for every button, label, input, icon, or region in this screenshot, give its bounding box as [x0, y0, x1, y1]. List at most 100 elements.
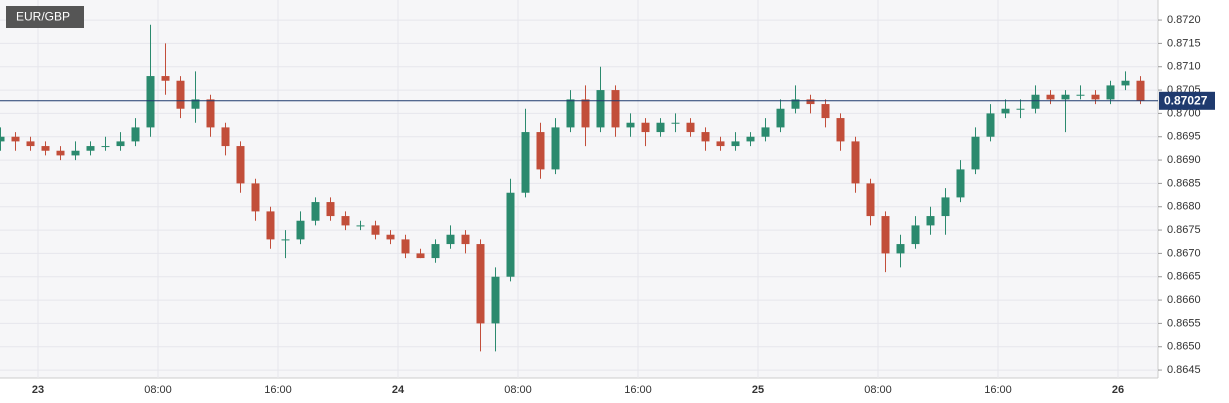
candle-body	[791, 99, 800, 109]
candle-body	[671, 122, 680, 124]
candle-body	[1121, 80, 1130, 86]
candle-body	[161, 76, 170, 81]
y-tick-label: 0.8650	[1167, 341, 1201, 353]
y-tick-label: 0.8675	[1167, 224, 1201, 236]
candle-body	[521, 132, 530, 193]
candle-body	[746, 136, 755, 142]
candle-body	[551, 127, 560, 170]
candle-body	[131, 127, 140, 142]
candle-body	[146, 76, 155, 128]
candle-body	[731, 141, 740, 147]
candle-body	[1091, 94, 1100, 100]
candle-body	[836, 118, 845, 142]
candle-body	[1046, 94, 1055, 100]
x-tick-label: 24	[392, 384, 405, 396]
y-tick-label: 0.8680	[1167, 201, 1201, 213]
candle-body	[266, 211, 275, 240]
x-tick-label: 26	[1112, 384, 1124, 396]
candle-body	[191, 99, 200, 109]
candle-body	[236, 146, 245, 184]
y-tick-label: 0.8700	[1167, 107, 1201, 119]
candle-body	[461, 234, 470, 245]
candle-body	[206, 99, 215, 128]
candle-body	[1136, 80, 1145, 101]
candle-body	[71, 150, 80, 156]
y-tick-label: 0.8685	[1167, 177, 1201, 189]
plot-area	[0, 0, 1158, 378]
candle-body	[431, 244, 440, 259]
symbol-title: EUR/GBP	[16, 10, 70, 24]
candle-body	[881, 216, 890, 254]
candle-body	[41, 146, 50, 151]
y-tick-label: 0.8715	[1167, 37, 1201, 49]
candle-body	[386, 234, 395, 240]
candle-body	[641, 122, 650, 133]
candle-body	[0, 136, 5, 142]
candle-body	[701, 132, 710, 142]
marks	[0, 0, 1158, 378]
y-tick-label: 0.8665	[1167, 271, 1201, 283]
candle-body	[281, 239, 290, 241]
candle-body	[851, 141, 860, 184]
x-tick-label: 16:00	[264, 384, 292, 396]
candle-body	[11, 136, 20, 142]
candle-body	[446, 234, 455, 245]
candle-body	[116, 141, 125, 147]
candle-body	[1001, 108, 1010, 114]
candle-body	[971, 136, 980, 170]
candle-body	[1076, 94, 1085, 96]
candle-body	[26, 141, 35, 147]
candle-body	[491, 276, 500, 324]
candle-body	[986, 113, 995, 137]
candle-body	[176, 80, 185, 109]
candle-body	[341, 216, 350, 226]
candle-body	[371, 225, 380, 235]
candle-body	[761, 127, 770, 137]
x-tick-label: 08:00	[864, 384, 892, 396]
candle-body	[626, 122, 635, 128]
y-tick-label: 0.8710	[1167, 61, 1201, 73]
last-price-box	[1159, 91, 1215, 110]
y-tick-label: 0.8720	[1167, 14, 1201, 26]
candle-body	[56, 150, 65, 156]
candle-body	[251, 183, 260, 212]
symbol-box	[6, 6, 84, 28]
candle-body	[716, 141, 725, 147]
y-tick-label: 0.8655	[1167, 317, 1201, 329]
candle-body	[611, 90, 620, 128]
candle-body	[401, 239, 410, 254]
candle-body	[86, 146, 95, 151]
candle-body	[596, 90, 605, 128]
candle-body	[806, 99, 815, 105]
candle-body	[866, 183, 875, 217]
candle-body	[581, 99, 590, 128]
candle-body	[476, 244, 485, 324]
last-price-label: 0.87027	[1164, 93, 1208, 107]
candle-body	[311, 202, 320, 221]
candle-body	[296, 220, 305, 240]
candle-body	[1061, 94, 1070, 100]
candle-body	[326, 202, 335, 217]
candle-body	[656, 122, 665, 133]
x-tick-label: 08:00	[504, 384, 532, 396]
candle-body	[686, 122, 695, 133]
y-tick-label: 0.8670	[1167, 247, 1201, 259]
candle-body	[941, 197, 950, 217]
x-tick-label: 16:00	[984, 384, 1012, 396]
x-tick-label: 23	[32, 384, 44, 396]
candle-body	[926, 216, 935, 226]
x-tick-label: 16:00	[624, 384, 652, 396]
x-tick-label: 25	[752, 384, 764, 396]
candle-body	[536, 132, 545, 170]
candle-body	[956, 169, 965, 198]
candle-body	[1031, 94, 1040, 109]
y-tick-label: 0.8690	[1167, 154, 1201, 166]
x-tick-label: 08:00	[144, 384, 172, 396]
candle-body	[896, 244, 905, 254]
candle-body	[1106, 85, 1115, 100]
candle-body	[911, 225, 920, 245]
candle-body	[821, 104, 830, 119]
candle-body	[1016, 108, 1025, 110]
y-tick-label: 0.8695	[1167, 131, 1201, 143]
